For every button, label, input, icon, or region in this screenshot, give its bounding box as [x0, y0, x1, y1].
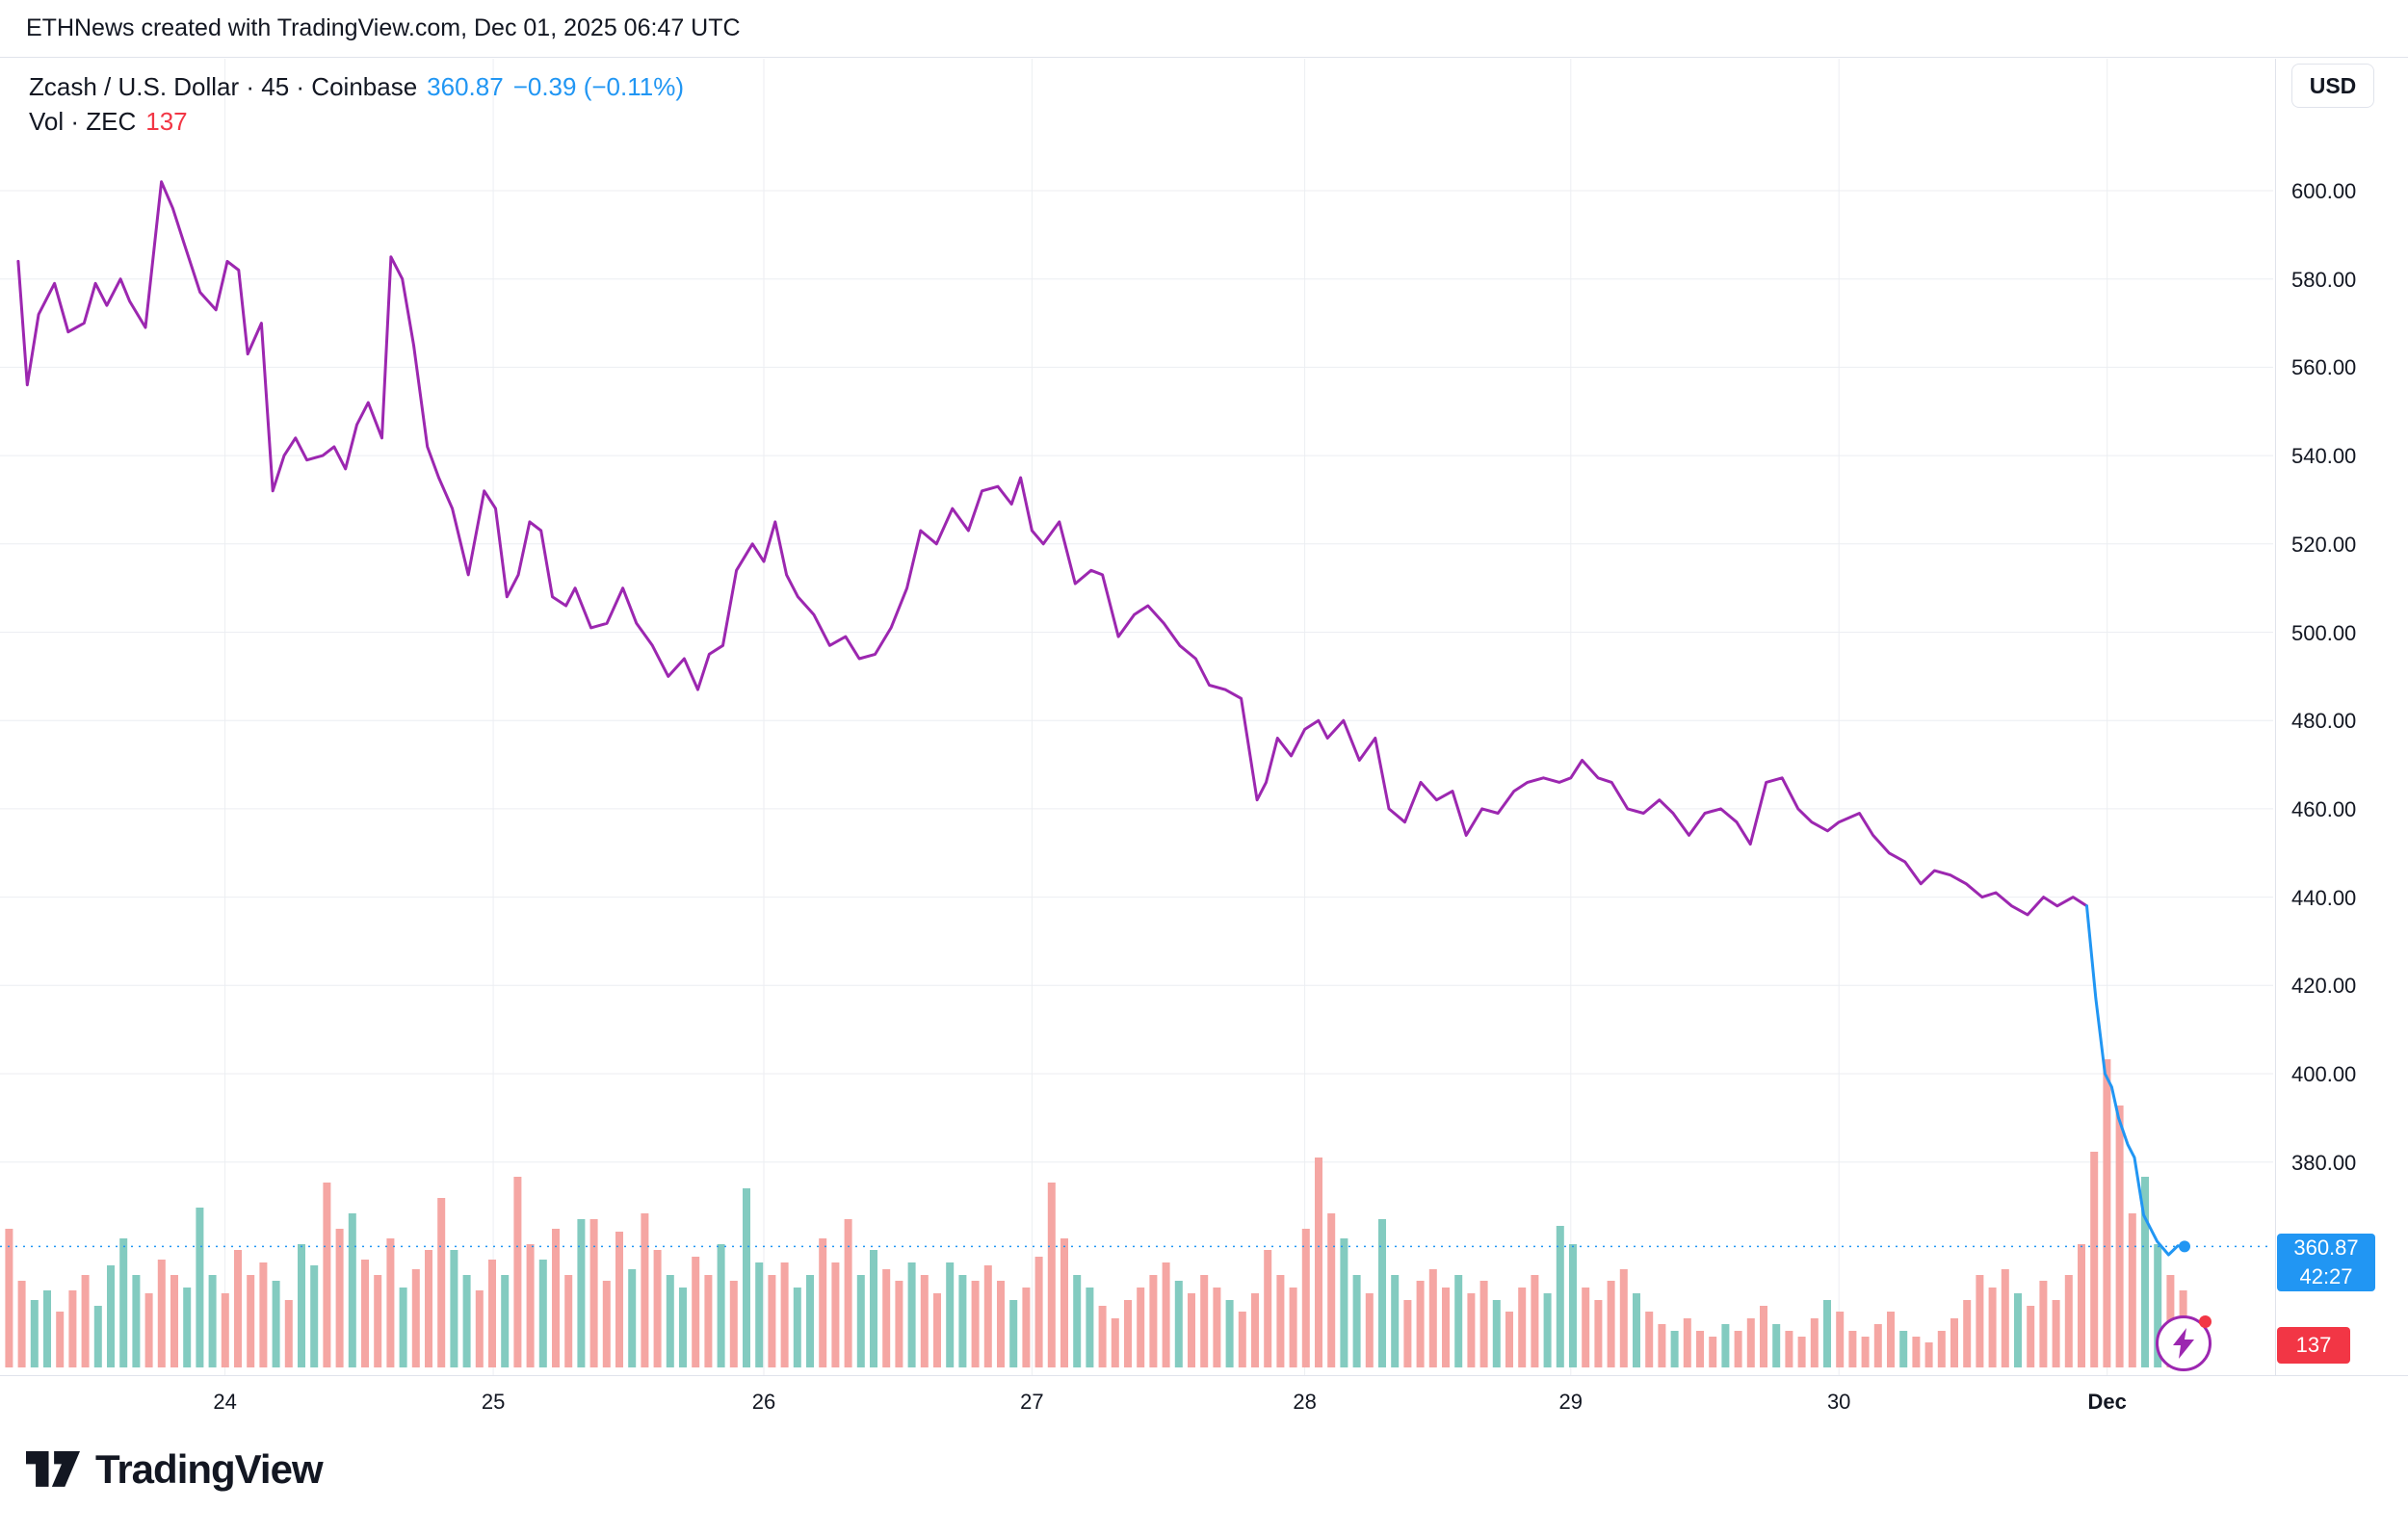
lightning-event-icon[interactable]	[2156, 1315, 2212, 1371]
price-tick-label: 600.00	[2291, 179, 2357, 203]
price-tick-label: 400.00	[2291, 1062, 2357, 1086]
price-tick-label: 560.00	[2291, 355, 2357, 380]
chart-legend: Zcash / U.S. Dollar · 45 · Coinbase 360.8…	[29, 69, 694, 139]
time-axis-label: 25	[481, 1390, 506, 1414]
price-tick-label: 460.00	[2291, 796, 2357, 821]
tradingview-logomark-icon	[26, 1450, 80, 1487]
price-tick-label: 540.00	[2291, 444, 2357, 469]
time-scale[interactable]: 24 25 26 27 28 29 30 Dec	[0, 1375, 2408, 1436]
attribution-bar: ETHNews created with TradingView.com, De…	[0, 0, 2408, 58]
time-axis-label: 26	[751, 1390, 776, 1414]
price-tick-label: 420.00	[2291, 974, 2357, 999]
attribution-text: ETHNews created with TradingView.com, De…	[26, 14, 741, 41]
bar-countdown: 42:27	[2299, 1264, 2353, 1288]
notification-dot	[2199, 1315, 2212, 1328]
lightning-bolt-icon	[2173, 1328, 2194, 1359]
last-price-badge: 360.87 42:27	[2277, 1234, 2375, 1291]
volume-value-badge: 137	[2277, 1327, 2350, 1364]
currency-toggle-button[interactable]: USD	[2291, 64, 2374, 108]
legend-last-price: 360.87	[427, 72, 504, 101]
legend-symbol-row: Zcash / U.S. Dollar · 45 · Coinbase 360.8…	[29, 69, 694, 104]
tradingview-wordmark: TradingView	[95, 1446, 324, 1492]
legend-volume-row: Vol · ZEC 137	[29, 104, 694, 139]
time-axis-label: 27	[1020, 1390, 1044, 1414]
time-axis-label: Dec	[2087, 1390, 2127, 1414]
time-axis-label: 24	[213, 1390, 237, 1414]
symbol-title[interactable]: Zcash / U.S. Dollar · 45 · Coinbase	[29, 72, 418, 101]
legend-volume-value: 137	[145, 107, 188, 136]
price-scale[interactable]: 600.00 580.00 560.00 540.00 520.00 500.00 480.…	[2275, 59, 2408, 1375]
legend-price-change: −0.39 (−0.11%)	[512, 72, 684, 101]
price-tick-label: 380.00	[2291, 1150, 2357, 1175]
price-tick-label: 480.00	[2291, 709, 2357, 734]
price-tick-label: 440.00	[2291, 885, 2357, 910]
time-axis-label: 29	[1558, 1390, 1584, 1414]
volume-label[interactable]: Vol · ZEC	[29, 107, 137, 136]
price-tick-label: 500.00	[2291, 620, 2357, 645]
tradingview-logo[interactable]: TradingView	[26, 1446, 324, 1493]
price-tick-label: 520.00	[2291, 532, 2357, 557]
time-axis-label: 28	[1293, 1390, 1317, 1414]
time-axis-label: 30	[1826, 1390, 1851, 1414]
last-price-value: 360.87	[2293, 1236, 2359, 1260]
price-tick-label: 580.00	[2291, 267, 2357, 292]
